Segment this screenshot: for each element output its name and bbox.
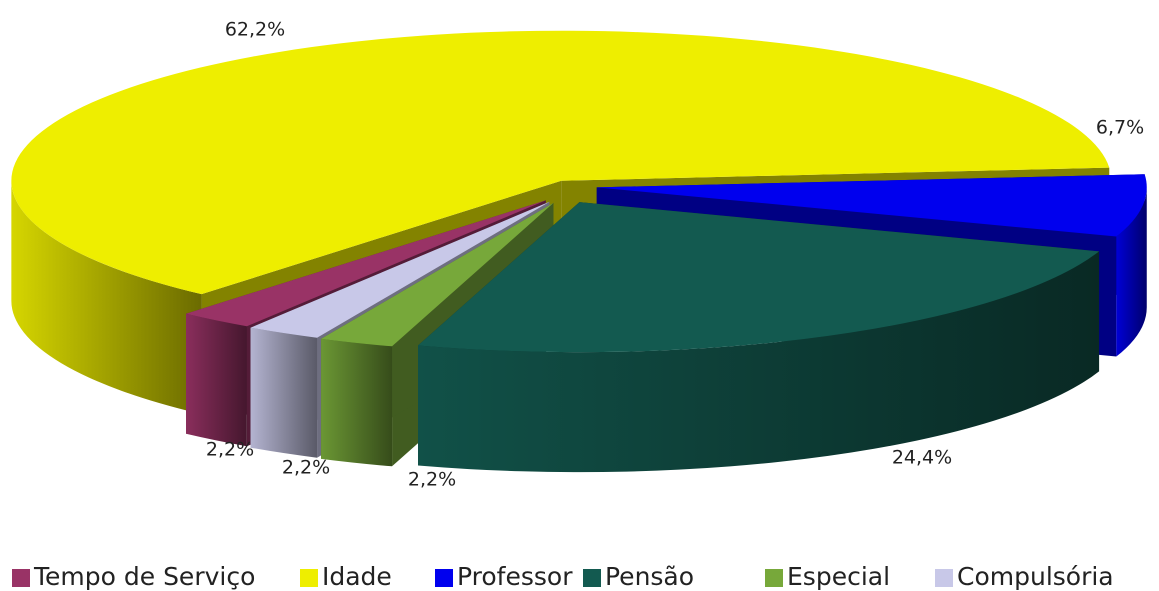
legend-label: Especial bbox=[787, 562, 890, 591]
data-label: 2,2% bbox=[408, 469, 456, 491]
slice-top bbox=[596, 174, 1147, 237]
slice-side bbox=[1116, 187, 1147, 357]
slice-side bbox=[321, 338, 393, 467]
slice-top bbox=[321, 202, 554, 347]
legend-swatch bbox=[435, 569, 453, 587]
slice-top bbox=[418, 202, 1100, 353]
data-label: 2,2% bbox=[282, 457, 330, 479]
legend-swatch bbox=[300, 569, 318, 587]
slice-side bbox=[11, 180, 202, 415]
pie-slice bbox=[418, 202, 1100, 473]
slice-top bbox=[250, 201, 550, 338]
slice-side bbox=[418, 251, 1100, 473]
legend-swatch bbox=[12, 569, 30, 587]
slice-side bbox=[250, 327, 318, 458]
legend-label: Professor bbox=[457, 562, 573, 591]
legend-label: Compulsória bbox=[957, 562, 1114, 591]
data-label: 62,2% bbox=[225, 19, 285, 41]
legend-label: Tempo de Serviço bbox=[33, 562, 255, 591]
slice-top bbox=[186, 200, 546, 327]
slice-side bbox=[186, 313, 247, 447]
legend-label: Pensão bbox=[605, 562, 694, 591]
legend-swatch bbox=[583, 569, 601, 587]
legend-swatch bbox=[765, 569, 783, 587]
legend-label: Idade bbox=[322, 562, 392, 591]
slice-top bbox=[11, 30, 1110, 295]
legend-swatch bbox=[935, 569, 953, 587]
data-label: 6,7% bbox=[1096, 117, 1144, 139]
data-label: 2,2% bbox=[206, 439, 254, 461]
data-label: 24,4% bbox=[892, 447, 952, 469]
